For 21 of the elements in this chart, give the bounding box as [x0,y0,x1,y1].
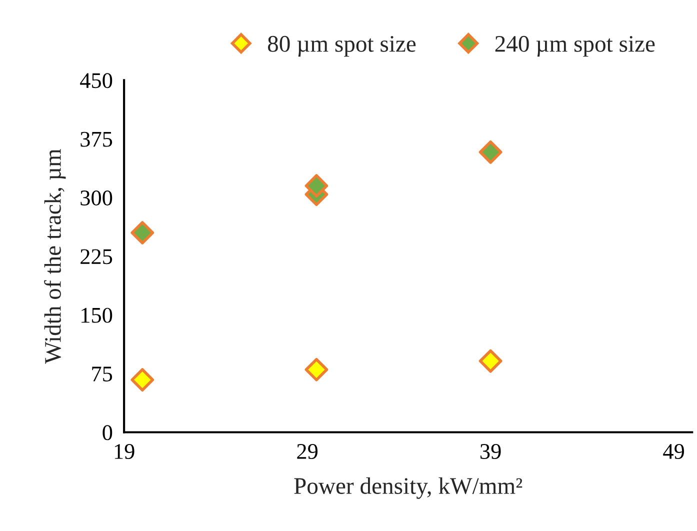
legend-label: 240 µm spot size [495,36,655,57]
point [130,368,154,392]
point [478,349,502,373]
y-axis-title: Width of the track, µm [44,148,66,364]
y-tick-label: 0 [102,425,112,440]
point [130,221,154,244]
x-tick-label: 19 [114,444,134,459]
point [478,140,502,164]
y-tick-label: 150 [82,308,112,323]
legend-label: 80 µm spot size [268,36,416,57]
point [304,358,328,382]
x-axis-title: Power density, kW/mm² [294,477,522,499]
y-tick-label: 300 [80,190,112,206]
y-tick-label: 375 [80,132,112,147]
x-tick-label: 29 [297,444,318,459]
point [304,174,328,198]
y-tick-label: 225 [80,249,112,264]
y-tick-label: 450 [80,73,112,88]
y-tick-label: 75 [92,366,112,382]
x-tick-label: 49 [663,444,684,459]
x-tick-label: 39 [480,444,501,459]
